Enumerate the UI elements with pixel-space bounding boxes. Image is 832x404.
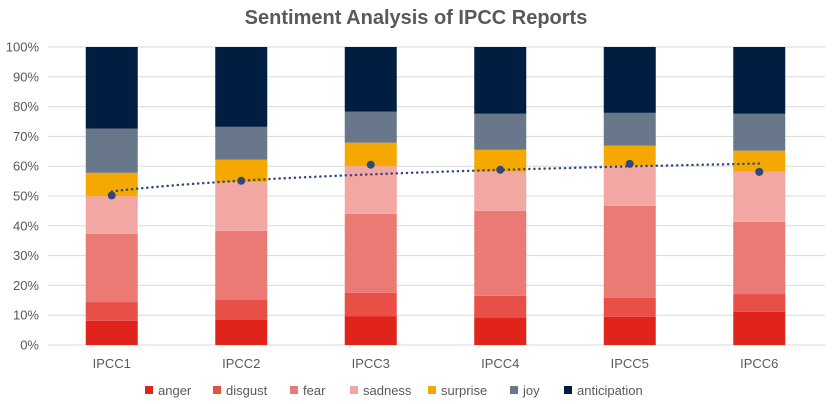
legend-item-anticipation: anticipation: [564, 383, 643, 398]
y-tick-label: 20%: [13, 278, 39, 293]
bar-segment-anger: [215, 319, 268, 345]
bar-segment-anticipation: [474, 47, 527, 114]
x-tick-label: IPCC5: [611, 356, 649, 371]
y-tick-label: 0%: [20, 338, 39, 353]
y-tick-label: 70%: [13, 129, 39, 144]
legend-swatch: [213, 386, 221, 394]
x-tick-label: IPCC6: [740, 356, 778, 371]
legend-swatch: [290, 386, 298, 394]
bar-segment-anger: [603, 316, 656, 345]
bar-segment-disgust: [474, 295, 527, 318]
chart-title: Sentiment Analysis of IPCC Reports: [245, 7, 588, 29]
legend-swatch: [510, 386, 518, 394]
y-tick-label: 10%: [13, 308, 39, 323]
y-tick-label: 50%: [13, 189, 39, 204]
legend-label: disgust: [226, 383, 268, 398]
bar-segment-sadness: [474, 171, 527, 211]
y-tick-label: 60%: [13, 159, 39, 174]
legend-label: anger: [158, 383, 192, 398]
legend-item-fear: fear: [290, 383, 326, 398]
bar-segment-anger: [474, 317, 527, 345]
bar-segment-joy: [85, 128, 138, 173]
data-point: [496, 165, 505, 174]
x-tick-label: IPCC2: [222, 356, 260, 371]
bar-segment-fear: [474, 210, 527, 296]
bar-segment-anticipation: [733, 47, 786, 114]
bar-segment-disgust: [733, 294, 786, 312]
bar-segment-surprise: [85, 172, 138, 197]
legend-label: sadness: [363, 383, 412, 398]
bar-segment-fear: [603, 205, 656, 298]
bar-segment-disgust: [85, 302, 138, 321]
legend-item-joy: joy: [510, 383, 540, 398]
data-point: [625, 159, 634, 168]
bar-segment-joy: [474, 113, 527, 150]
bar-segment-joy: [344, 111, 397, 143]
y-tick-label: 100%: [6, 40, 40, 55]
bar-segment-joy: [603, 112, 656, 146]
bar-segment-anger: [344, 316, 397, 345]
bar-segment-fear: [344, 213, 397, 293]
data-point: [237, 176, 246, 185]
bar-segment-anticipation: [603, 47, 656, 113]
bar-segment-disgust: [344, 292, 397, 317]
x-tick-label: IPCC1: [93, 356, 131, 371]
bar-segment-anger: [85, 320, 138, 345]
bar-segment-disgust: [603, 297, 656, 317]
y-tick-label: 80%: [13, 99, 39, 114]
x-tick-label: IPCC4: [481, 356, 519, 371]
legend-item-surprise: surprise: [428, 383, 487, 398]
legend-swatch: [145, 386, 153, 394]
bar-segment-fear: [733, 221, 786, 295]
legend-item-sadness: sadness: [350, 383, 412, 398]
bar-segment-disgust: [215, 300, 268, 320]
bar-segment-anticipation: [215, 47, 268, 127]
legend-label: anticipation: [577, 383, 643, 398]
bar-segment-anticipation: [344, 47, 397, 112]
y-tick-label: 30%: [13, 248, 39, 263]
data-point: [366, 160, 375, 169]
bar-segment-joy: [733, 113, 786, 151]
bar-segment-fear: [215, 230, 268, 301]
bar-segment-surprise: [733, 150, 786, 172]
bar-segment-sadness: [733, 171, 786, 222]
trendline: [110, 162, 761, 193]
bar-segment-sadness: [85, 196, 138, 234]
bar-segment-anticipation: [85, 47, 138, 129]
legend-swatch: [350, 386, 358, 394]
legend-item-anger: anger: [145, 383, 192, 398]
legend-label: joy: [522, 383, 540, 398]
bar-segment-surprise: [215, 159, 268, 183]
bar-segment-surprise: [603, 145, 656, 166]
bar-segment-sadness: [603, 165, 656, 206]
bar-segment-joy: [215, 126, 268, 160]
data-point: [107, 191, 116, 200]
y-tick-label: 40%: [13, 218, 39, 233]
x-tick-label: IPCC3: [352, 356, 390, 371]
legend-label: surprise: [441, 383, 487, 398]
bar-segment-surprise: [344, 142, 397, 167]
data-point: [755, 167, 764, 176]
legend-swatch: [428, 386, 436, 394]
legend-item-disgust: disgust: [213, 383, 268, 398]
legend-swatch: [564, 386, 572, 394]
y-tick-label: 90%: [13, 69, 39, 84]
bar-segment-anger: [733, 311, 786, 345]
bar-segment-fear: [85, 233, 138, 303]
legend-label: fear: [303, 383, 326, 398]
bar-segment-surprise: [474, 149, 527, 172]
bar-segment-sadness: [215, 182, 268, 231]
